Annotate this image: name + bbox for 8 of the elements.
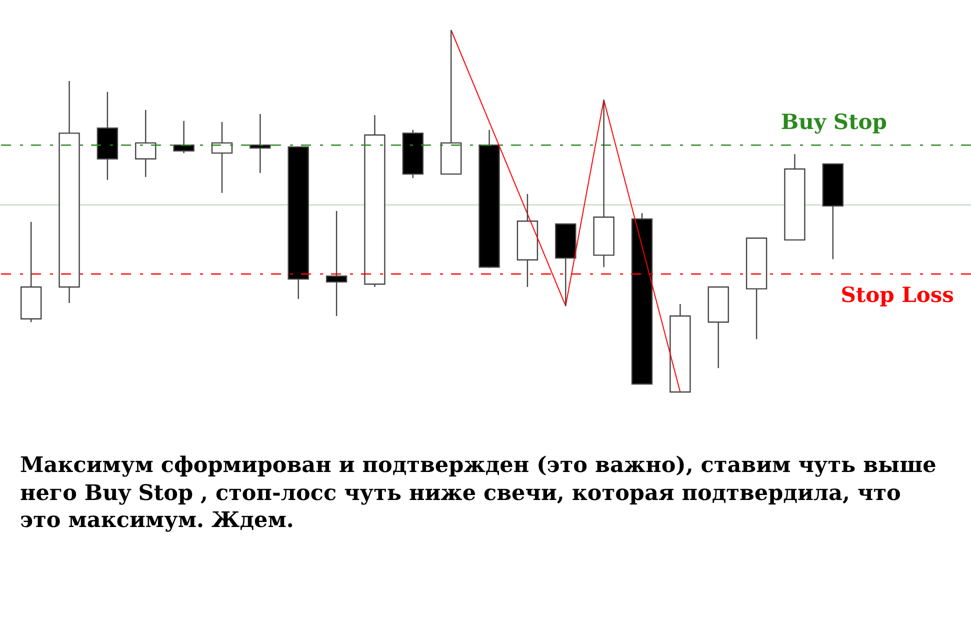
candlestick	[211, 121, 233, 194]
candlestick	[326, 210, 348, 317]
candlestick	[135, 109, 156, 178]
text: Максимум сформирован и подтвержден (это важно), ставим чуть выше него Buy Stop , стоп-лосс чуть ниже свечи, которая подтвердила, что это максимум. Ждем.	[20, 452, 938, 534]
candlestick	[173, 120, 194, 154]
ref-line-label: Buy Stop	[780, 109, 887, 134]
ref-line-label: Stop Loss	[840, 282, 954, 307]
candlestick	[250, 113, 271, 174]
